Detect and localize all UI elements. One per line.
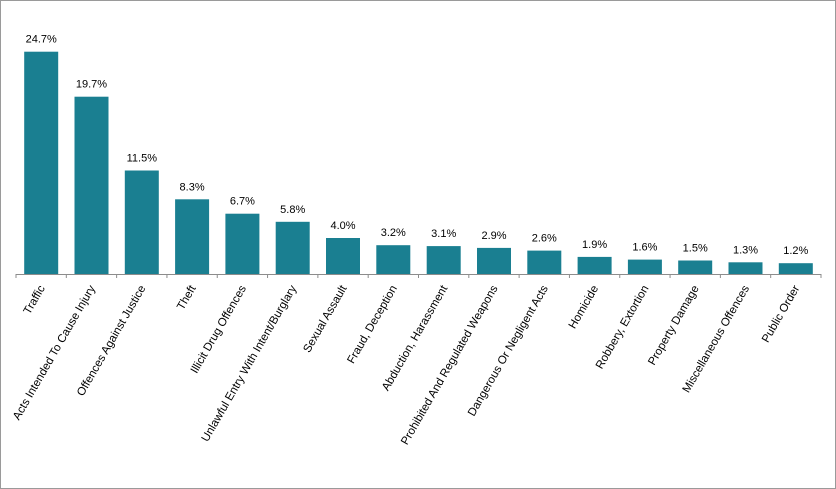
bar: [74, 96, 109, 274]
x-tick-label: Sexual Assault: [301, 283, 350, 355]
x-tick-label: Unlawful Entry With Intent/Burglary: [200, 283, 300, 444]
data-label: 1.5%: [683, 243, 708, 255]
bar: [124, 170, 159, 274]
data-label: 2.6%: [532, 233, 557, 245]
data-label: 1.3%: [733, 244, 758, 256]
bars-group: [24, 51, 813, 275]
x-axis: [15, 274, 822, 278]
x-tick-label: Prohibited And Regulated Weapons: [399, 283, 501, 447]
bar: [527, 250, 562, 274]
data-label: 1.9%: [582, 239, 607, 251]
data-label: 5.8%: [280, 204, 305, 216]
x-tick-label: Robbery, Extortion: [594, 284, 652, 372]
bar: [778, 263, 813, 274]
x-tick-label: Acts Intended To Cause Injury: [11, 283, 98, 422]
data-label: 11.5%: [127, 153, 158, 165]
data-label: 1.2%: [783, 245, 808, 257]
bar: [577, 256, 612, 274]
data-label: 2.9%: [481, 230, 506, 242]
bar: [225, 213, 260, 274]
data-label: 6.7%: [230, 196, 255, 208]
data-label: 24.7%: [26, 34, 57, 46]
bar: [376, 245, 411, 274]
bar: [728, 262, 763, 274]
data-label: 1.6%: [632, 242, 657, 254]
x-tick-label: Fraud, Deception: [345, 284, 400, 366]
bar: [426, 246, 461, 274]
bar: [24, 51, 59, 275]
x-tick-label: Public Order: [760, 283, 802, 344]
x-tick-label: Theft: [175, 283, 199, 312]
x-tick-label: Traffic: [22, 283, 48, 316]
bar: [175, 199, 210, 274]
x-tick-label: Property Damage: [646, 284, 701, 368]
bar: [627, 259, 662, 274]
bar: [678, 260, 713, 274]
x-tick-label: Illicit Drug Offences: [189, 283, 249, 375]
data-label: 19.7%: [76, 79, 107, 91]
bar: [275, 221, 310, 274]
data-label: 3.2%: [381, 227, 406, 239]
bar: [477, 247, 511, 274]
data-label: 4.0%: [330, 220, 355, 232]
data-label: 3.1%: [431, 228, 456, 240]
bar: [326, 238, 360, 274]
value-labels-group: 24.7% 19.7% 11.5% 8.3% 6.7% 5.8% 4.0% 3.2% 3.1% 2…: [26, 34, 809, 258]
x-tick-label: Homicide: [567, 284, 601, 332]
data-label: 8.3%: [180, 181, 205, 193]
